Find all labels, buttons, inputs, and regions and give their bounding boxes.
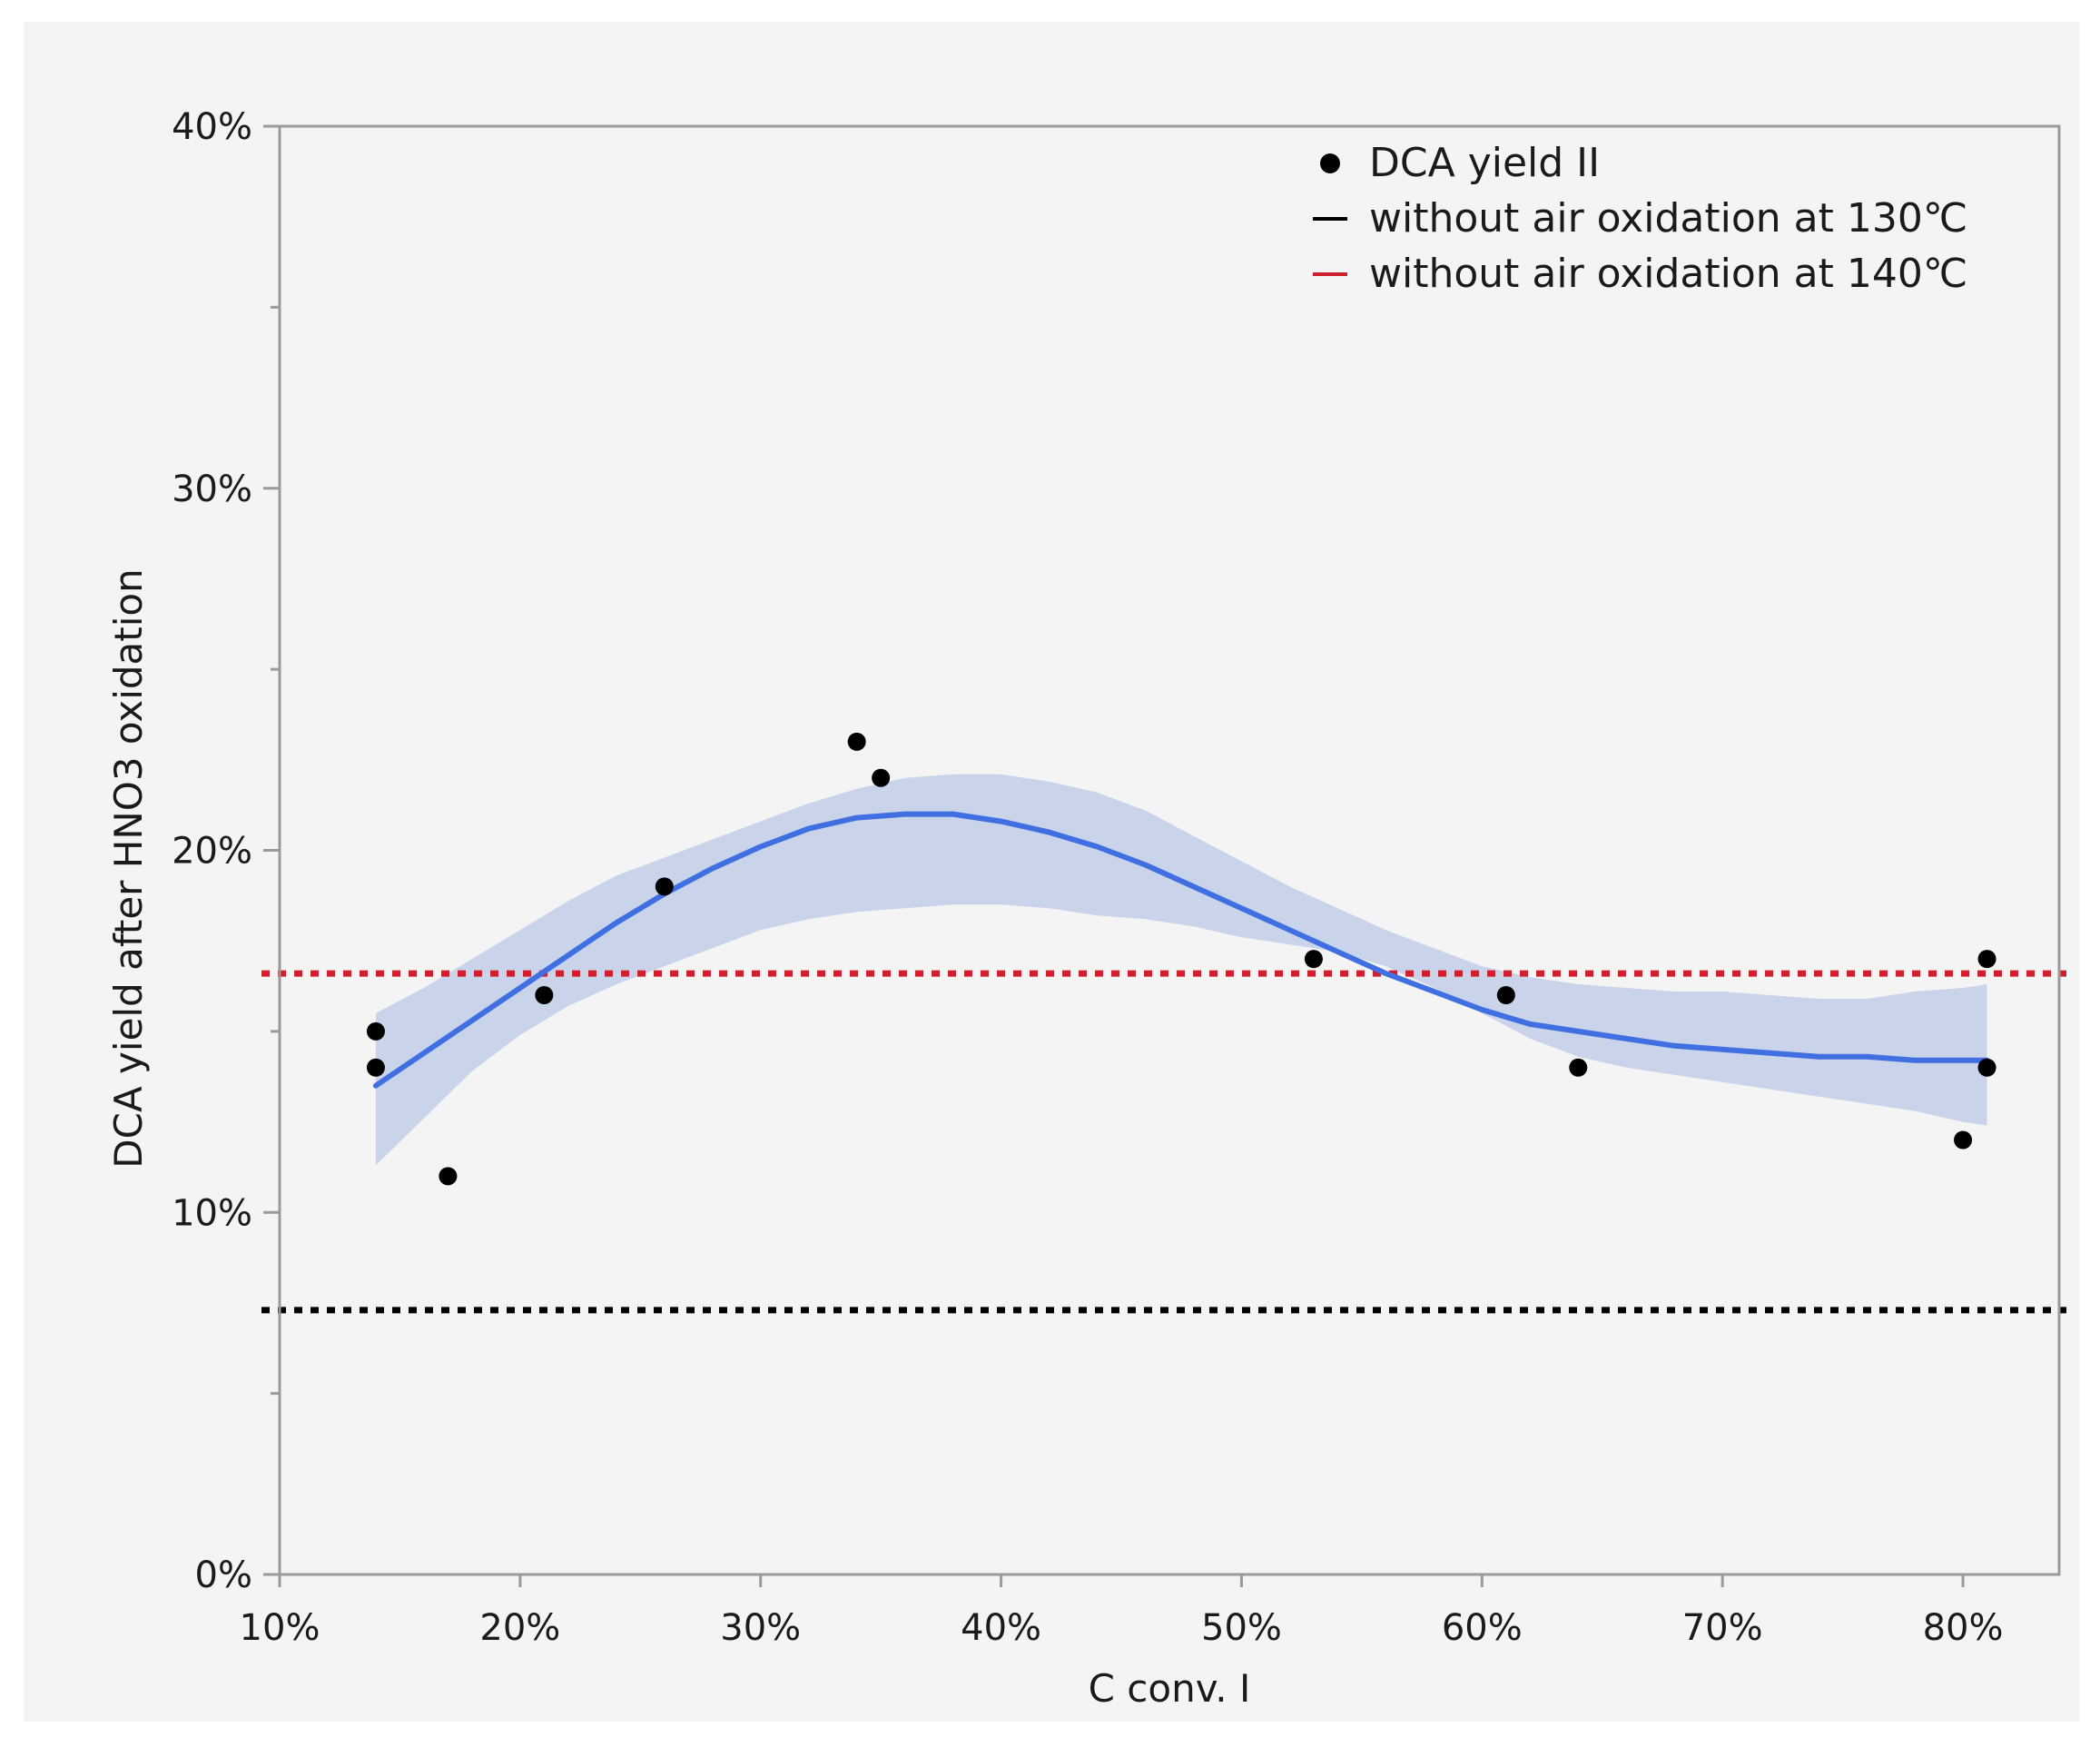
x-tick-label: 50% <box>1201 1607 1282 1649</box>
y-axis-title: DCA yield after HNO3 oxidation <box>106 568 151 1168</box>
legend-label: without air oxidation at 140℃ <box>1369 251 1967 297</box>
data-point <box>535 986 554 1004</box>
data-point <box>655 877 674 896</box>
data-point <box>1977 1058 1996 1077</box>
band-layer <box>375 774 1987 1166</box>
reference-lines <box>261 970 2066 1314</box>
data-point <box>1954 1130 1973 1150</box>
chart-panel: 10% 20% 30% 40% 50% 60% 70% 80% 0% 10% 20% 30% 40% D… <box>24 22 2079 1722</box>
legend-label: DCA yield II <box>1369 140 1600 186</box>
x-tick-label: 40% <box>961 1607 1041 1649</box>
data-point <box>1977 950 1996 969</box>
axes: 10% 20% 30% 40% 50% 60% 70% 80% 0% 10% 20% 30% 40% <box>172 106 2003 1649</box>
chart-svg: 10% 20% 30% 40% 50% 60% 70% 80% 0% 10% 20% 30% 40% D… <box>106 106 2066 1711</box>
x-tick-label: 80% <box>1923 1607 2004 1649</box>
legend: DCA yield II without air oxidation at 130… <box>1313 140 1967 297</box>
data-point <box>439 1167 458 1186</box>
data-point <box>1569 1058 1588 1077</box>
points-layer <box>366 732 1996 1186</box>
legend-label: without air oxidation at 130℃ <box>1369 195 1967 242</box>
legend-marker-dot <box>1320 153 1340 173</box>
data-point <box>872 768 891 787</box>
y-tick-label: 10% <box>172 1192 252 1234</box>
data-point <box>1496 986 1515 1004</box>
fit-layer <box>372 811 1990 1089</box>
y-tick-label: 20% <box>172 831 252 873</box>
x-tick-label: 10% <box>240 1607 320 1649</box>
x-tick-label: 30% <box>720 1607 801 1649</box>
data-point <box>366 1021 385 1041</box>
x-tick-label: 20% <box>479 1607 560 1649</box>
data-point <box>366 1058 385 1077</box>
fit-curve <box>372 811 1990 1089</box>
x-tick-label: 70% <box>1682 1607 1763 1649</box>
confidence-band <box>375 774 1987 1166</box>
x-axis-title: C conv. I <box>1089 1666 1251 1711</box>
y-tick-label: 40% <box>172 106 252 148</box>
data-point <box>847 732 866 751</box>
x-tick-label: 60% <box>1442 1607 1523 1649</box>
y-tick-label: 0% <box>195 1554 252 1596</box>
data-point <box>1304 950 1323 969</box>
y-tick-label: 30% <box>172 469 252 510</box>
